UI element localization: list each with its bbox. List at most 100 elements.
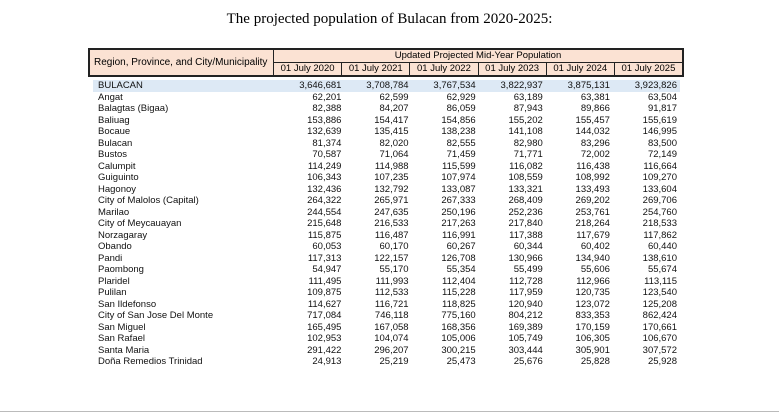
population-value: 55,499 [513,264,543,275]
population-value: 115,875 [307,229,342,241]
population-value: 115,599 [442,160,476,172]
population-value: 132,436 [307,183,342,195]
population-value: 114,249 [307,160,342,172]
population-value: 155,457 [575,114,610,126]
population-value: 167,058 [374,321,409,333]
population-value: 215,648 [307,218,342,229]
population-value: 62,929 [446,91,476,103]
year-column-header: 01 July 2023 [477,63,546,75]
municipality-name: Paombong [98,264,144,275]
population-value: 71,064 [379,149,409,160]
table-row: Plaridel 111,495 111,993 112,404 112,728 112,… [93,276,680,288]
population-value: 296,207 [374,344,409,356]
municipality-name: Pulilan [98,287,127,298]
population-value: 116,438 [576,160,610,172]
population-value: 116,487 [374,229,409,241]
population-value: 113,115 [644,275,677,287]
population-value: 169,389 [508,321,543,333]
municipality-name: City of Malolos (Capital) [98,195,199,206]
population-value: 217,263 [441,218,476,229]
population-value: 3,822,937 [500,80,543,91]
population-value: 218,264 [575,218,610,229]
municipality-name: Bustos [98,149,128,160]
table-header: Region, Province, and City/Municipality … [88,48,684,77]
population-value: 144,032 [575,126,610,137]
population-value: 62,599 [379,91,409,103]
page-divider [0,411,779,412]
population-value: 111,993 [375,275,409,287]
population-value: 170,159 [575,321,610,333]
population-value: 125,208 [642,298,677,310]
population-value: 109,270 [642,172,677,183]
population-value: 55,354 [446,264,476,275]
population-value: 123,540 [642,287,677,298]
population-value: 62,201 [312,91,342,103]
year-column-header: 01 July 2022 [409,63,477,75]
population-value: 72,002 [580,149,610,160]
population-value: 132,639 [307,126,342,137]
population-value: 117,862 [643,229,677,241]
population-value: 25,928 [647,356,677,367]
population-value: 134,940 [575,252,610,264]
population-value: 218,533 [642,218,677,229]
population-value: 133,604 [642,183,677,195]
population-value: 25,473 [446,356,476,367]
population-value: 155,619 [642,114,677,126]
population-value: 247,635 [374,206,409,218]
population-value: 265,971 [374,195,409,206]
population-value: 3,708,784 [366,80,409,91]
table-row: City of Meycauayan 215,648 216,533 217,263 2… [93,218,680,230]
population-value: 862,424 [642,310,677,321]
population-value: 72,149 [647,149,677,160]
population-value: 132,792 [374,183,409,195]
municipality-name: City of San Jose Del Monte [98,310,214,321]
population-value: 117,679 [576,229,610,241]
table-row: Angat 62,201 62,599 62,929 63,189 63,381 63,50… [93,92,680,104]
population-value: 106,670 [642,333,677,344]
population-value: 82,980 [513,137,543,149]
population-value: 123,072 [575,298,610,310]
municipality-name: Santa Maria [98,344,150,356]
population-value: 111,495 [308,275,342,287]
municipality-name: Doña Remedios Trinidad [98,356,203,367]
population-group-header: Updated Projected Mid-Year Population [274,50,682,63]
population-table-body: BULACAN 3,646,681 3,708,784 3,767,534 3,822,… [93,80,680,368]
population-value: 300,215 [441,344,476,356]
population-value: 60,053 [312,241,342,252]
population-value: 83,296 [580,137,610,149]
population-value: 305,901 [575,344,610,356]
year-column-header: 01 July 2025 [613,63,682,75]
population-value: 116,721 [374,298,409,310]
population-value: 55,674 [647,264,677,275]
population-value: 254,760 [642,206,677,218]
population-value: 107,974 [441,172,476,183]
population-value: 264,322 [307,195,342,206]
population-value: 120,735 [575,287,610,298]
population-value: 303,444 [508,344,543,356]
population-value: 120,940 [508,298,543,310]
population-value: 108,559 [508,172,543,183]
population-value: 775,160 [441,310,476,321]
municipality-name: Norzagaray [98,229,148,241]
table-row: Bulacan 81,374 82,020 82,555 82,980 83,296 83,… [93,138,680,150]
population-value: 60,402 [580,241,610,252]
municipality-name: Balagtas (Bigaa) [98,103,169,114]
population-value: 116,082 [509,160,543,172]
population-value: 102,953 [307,333,342,344]
municipality-name: Guiguinto [98,172,139,183]
population-value: 60,440 [647,241,677,252]
population-value: 54,947 [312,264,342,275]
table-row: Baliuag 153,886 154,417 154,856 155,202 155,4… [93,115,680,127]
population-value: 244,554 [307,206,342,218]
population-value: 25,219 [379,356,409,367]
population-value: 112,533 [374,287,409,298]
table-row: San Rafael 102,953 104,074 105,006 105,749 10… [93,333,680,345]
table-row: Doña Remedios Trinidad 24,913 25,219 25,473… [93,356,680,368]
population-value: 25,676 [513,356,543,367]
population-value: 117,959 [509,287,543,298]
population-value: 60,267 [446,241,476,252]
population-value: 170,661 [642,321,677,333]
population-value: 3,646,681 [299,80,342,91]
population-value: 135,415 [374,126,409,137]
municipality-name: San Miguel [98,321,146,333]
